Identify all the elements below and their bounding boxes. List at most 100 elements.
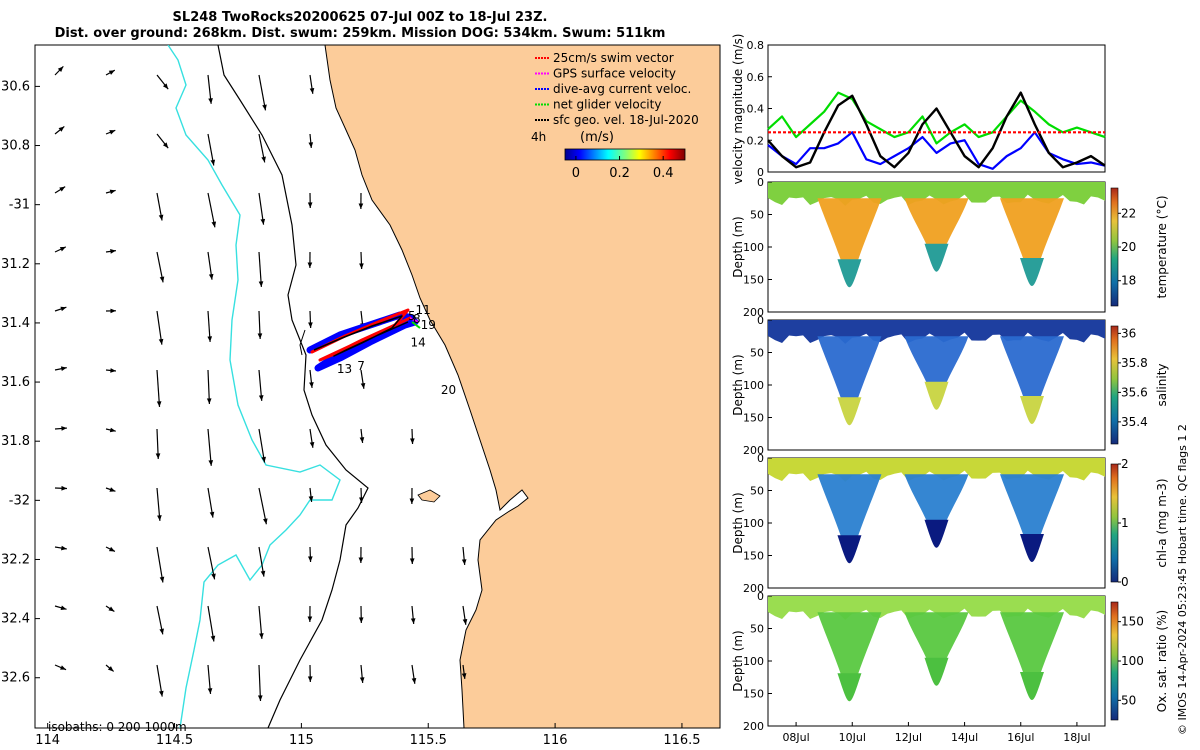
current-vector bbox=[156, 133, 169, 149]
current-vector-head bbox=[307, 676, 313, 682]
current-vector-head bbox=[359, 263, 364, 269]
current-vector-head bbox=[308, 496, 314, 502]
figure-title: SL248 TwoRocks20200625 07-Jul 00Z to 18-… bbox=[0, 10, 720, 42]
section-panel: 0 50 100 150 200 Depth (m) 50 100 150 Ox. sat. ra… bbox=[731, 590, 1169, 733]
current-vector-head bbox=[159, 276, 165, 283]
section-dive-tip bbox=[837, 397, 862, 426]
current-vector bbox=[359, 487, 364, 504]
track-day-label: 14 bbox=[410, 336, 425, 350]
velocity-series bbox=[767, 91, 1106, 170]
current-vector bbox=[207, 133, 216, 166]
velocity-y-tick-label: 0 bbox=[757, 166, 764, 179]
velocity-y-tick-label: 0.6 bbox=[747, 71, 765, 84]
track-day-label: 19 bbox=[421, 318, 436, 332]
current-vector bbox=[54, 125, 65, 135]
section-dive-tip bbox=[924, 519, 949, 548]
section-y-tick-label: 100 bbox=[743, 517, 764, 530]
current-vector-head bbox=[359, 677, 365, 683]
current-vector-head bbox=[210, 159, 216, 166]
track-day-label: 13 bbox=[337, 362, 352, 376]
current-vector-head bbox=[158, 338, 164, 345]
current-vector bbox=[307, 664, 313, 683]
island bbox=[417, 489, 441, 503]
current-vector-head bbox=[360, 382, 366, 389]
legend-label: GPS surface velocity bbox=[553, 67, 676, 81]
section-colorbar-tick-label: 22 bbox=[1121, 206, 1136, 220]
section-dive-tip bbox=[837, 673, 862, 702]
map-y-tick-label: 31.4 bbox=[1, 316, 30, 331]
section-dive-trough bbox=[817, 612, 882, 702]
current-vector bbox=[258, 192, 266, 225]
current-vector-head bbox=[59, 246, 66, 252]
current-vector-head bbox=[207, 688, 213, 694]
current-vector bbox=[105, 249, 116, 254]
section-colorbar-tick-label: 50 bbox=[1121, 693, 1136, 707]
credit-note: © IMOS 14-Apr-2024 05:23:45 Hobart time.… bbox=[1176, 424, 1189, 735]
current-vector bbox=[410, 428, 415, 445]
section-colorbar-tick-label: 20 bbox=[1121, 240, 1136, 254]
map-y-tick-label: 32.2 bbox=[1, 552, 30, 567]
current-vector bbox=[309, 369, 314, 388]
current-vector-head bbox=[258, 395, 264, 401]
current-vector-shaft bbox=[207, 369, 211, 404]
section-colorbar-tick-label: 100 bbox=[1121, 654, 1144, 668]
current-vector bbox=[257, 664, 263, 701]
current-vector-head bbox=[359, 497, 364, 503]
current-vector-head bbox=[206, 398, 212, 404]
time-axis: 08Jul 10Jul 12Jul 14Jul 16Jul 18Jul bbox=[782, 722, 1091, 744]
current-vector bbox=[155, 428, 161, 459]
current-vector-head bbox=[260, 570, 266, 577]
current-vector-shaft bbox=[156, 310, 163, 345]
section-panel: 0 50 100 150 200 Depth (m) 35.4 35.6 35.8 36 salin… bbox=[731, 314, 1169, 457]
current-vector-head bbox=[209, 511, 215, 518]
current-vector bbox=[156, 74, 169, 90]
section-y-tick-label: 100 bbox=[743, 655, 764, 668]
section-colorbar bbox=[1110, 325, 1119, 445]
velocity-ylabel: velocity magnitude (m/s) bbox=[731, 34, 745, 185]
current-vector bbox=[308, 310, 313, 329]
current-vector-head bbox=[358, 203, 364, 209]
section-dive-tip bbox=[837, 535, 862, 564]
legend-label: dive-avg current veloc. bbox=[553, 82, 691, 96]
map-y-tick-label: 30.6 bbox=[1, 79, 30, 94]
current-vector-head bbox=[208, 273, 214, 280]
current-vector bbox=[105, 129, 116, 135]
current-vector-head bbox=[308, 322, 313, 328]
section-ylabel: Depth (m) bbox=[731, 354, 745, 415]
section-dive-trough bbox=[999, 474, 1064, 562]
current-vector-shaft bbox=[207, 428, 212, 466]
current-vector bbox=[156, 192, 164, 221]
section-dive-trough bbox=[999, 612, 1064, 700]
track-day-label: 11 bbox=[416, 303, 431, 317]
current-vector-head bbox=[208, 98, 213, 104]
time-tick-label: 18Jul bbox=[1063, 731, 1090, 744]
section-colorbar-label: Ox. sat. ratio (%) bbox=[1155, 610, 1169, 712]
current-vector bbox=[360, 369, 366, 389]
current-vector bbox=[258, 251, 264, 287]
section-y-tick-label: 100 bbox=[743, 379, 764, 392]
current-vector bbox=[54, 186, 66, 194]
current-vector bbox=[156, 664, 164, 697]
current-vector bbox=[54, 545, 67, 551]
current-vector bbox=[54, 366, 67, 372]
current-vector-shaft bbox=[207, 192, 216, 228]
current-vector bbox=[54, 426, 68, 431]
map-x-tick-label: 116 bbox=[543, 733, 568, 748]
current-vector-head bbox=[208, 460, 214, 466]
current-vector-head bbox=[358, 557, 364, 563]
current-vector-head bbox=[61, 485, 67, 491]
current-vector bbox=[156, 546, 165, 583]
section-dive-tip bbox=[1019, 258, 1044, 286]
current-vector-head bbox=[57, 66, 64, 72]
current-vector bbox=[54, 306, 67, 312]
track-day-label: 5 bbox=[408, 309, 416, 323]
section-y-tick-label: 150 bbox=[743, 274, 764, 287]
current-vector bbox=[156, 487, 162, 521]
current-vector bbox=[54, 246, 67, 253]
section-colorbar bbox=[1110, 187, 1119, 307]
current-vector-head bbox=[307, 202, 313, 208]
current-vector-head bbox=[60, 605, 67, 611]
current-vector bbox=[409, 546, 415, 565]
current-vector bbox=[309, 428, 315, 448]
current-vector-head bbox=[260, 218, 266, 225]
